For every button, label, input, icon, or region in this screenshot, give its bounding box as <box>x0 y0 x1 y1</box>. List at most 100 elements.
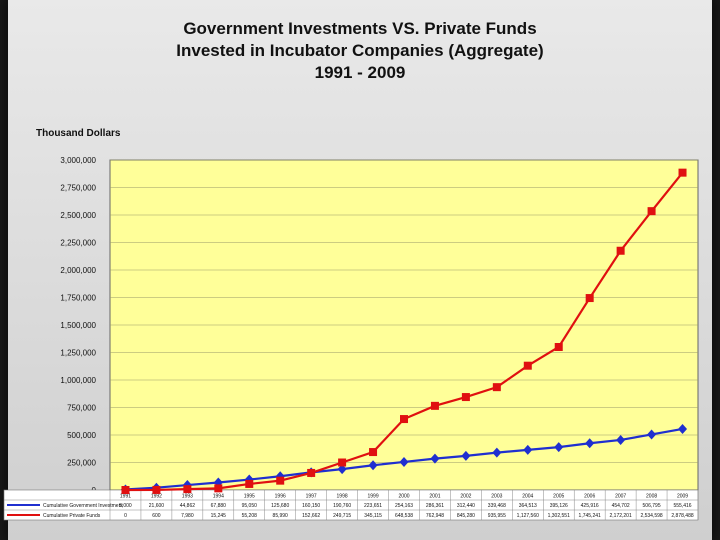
table-cell-value: 2,878,488 <box>671 513 693 519</box>
data-point-marker <box>399 456 409 467</box>
title-line-2: Invested in Incubator Companies (Aggrega… <box>176 41 544 60</box>
data-point-marker <box>585 294 594 303</box>
table-cell-value: 5,000 <box>119 503 132 509</box>
table-cell-value: 454,702 <box>612 503 630 509</box>
table-cell-value: 395,126 <box>550 503 568 509</box>
data-point-marker <box>585 438 595 449</box>
table-cell-value: 0 <box>124 513 127 519</box>
table-cell-value: 223,651 <box>364 503 382 509</box>
x-tick-label: 2004 <box>522 494 533 500</box>
table-cell-value: 935,955 <box>488 513 506 519</box>
table-cell-value: 339,468 <box>488 503 506 509</box>
data-point-marker <box>337 464 347 475</box>
x-tick-label: 1992 <box>151 494 162 500</box>
x-tick-label: 2009 <box>677 494 688 500</box>
x-tick-label: 1998 <box>337 494 348 500</box>
data-point-marker <box>183 485 192 494</box>
data-point-marker <box>647 207 656 216</box>
table-cell-value: 648,538 <box>395 513 413 519</box>
y-tick-label: 1,250,000 <box>60 349 96 358</box>
data-point-marker <box>492 447 502 458</box>
data-point-marker <box>554 442 564 453</box>
table-cell-value: 125,680 <box>271 503 289 509</box>
data-point-marker <box>338 458 347 467</box>
data-point-marker <box>678 168 687 177</box>
y-axis-label: Thousand Dollars <box>36 128 121 139</box>
x-tick-label: 1997 <box>306 494 317 500</box>
y-tick-label: 2,500,000 <box>60 211 96 220</box>
x-tick-label: 1994 <box>213 494 224 500</box>
data-point-marker <box>152 485 161 494</box>
legend-entry: Cumulative Private Funds <box>43 513 101 519</box>
x-tick-label: 2002 <box>460 494 471 500</box>
table-cell-value: 95,050 <box>242 503 258 509</box>
data-point-marker <box>369 448 378 457</box>
x-tick-label: 1995 <box>244 494 255 500</box>
x-tick-label: 2003 <box>491 494 502 500</box>
table-cell-value: 15,245 <box>211 513 227 519</box>
table-cell-value: 1,127,560 <box>517 513 539 519</box>
x-tick-label: 2006 <box>584 494 595 500</box>
data-point-marker <box>430 401 439 410</box>
data-point-marker <box>678 423 688 434</box>
data-point-marker <box>523 444 533 455</box>
table-cell-value: 762,948 <box>426 513 444 519</box>
table-cell-value: 364,513 <box>519 503 537 509</box>
x-tick-label: 1999 <box>367 494 378 500</box>
table-cell-value: 7,980 <box>181 513 194 519</box>
data-point-marker <box>276 476 285 485</box>
y-tick-label: 2,250,000 <box>60 239 96 248</box>
data-point-marker <box>307 468 316 477</box>
x-tick-label: 2005 <box>553 494 564 500</box>
data-point-marker <box>368 460 378 471</box>
data-point-marker <box>616 246 625 255</box>
table-cell-value: 190,760 <box>333 503 351 509</box>
title-line-1: Government Investments VS. Private Funds <box>183 19 537 38</box>
table-cell-value: 2,172,201 <box>610 513 632 519</box>
table-cell-value: 425,916 <box>581 503 599 509</box>
table-cell-value: 1,302,551 <box>548 513 570 519</box>
table-cell-value: 85,990 <box>273 513 289 519</box>
table-cell-value: 67,880 <box>211 503 227 509</box>
table-cell-value: 254,163 <box>395 503 413 509</box>
data-point-marker <box>245 479 254 488</box>
table-cell-value: 152,662 <box>302 513 320 519</box>
y-tick-label: 3,000,000 <box>60 156 96 165</box>
x-tick-label: 1996 <box>275 494 286 500</box>
x-tick-label: 1991 <box>120 494 131 500</box>
y-tick-label: 2,750,000 <box>60 184 96 193</box>
table-cell-value: 312,440 <box>457 503 475 509</box>
data-point-marker <box>214 484 223 493</box>
y-tick-label: 250,000 <box>67 459 96 468</box>
data-point-marker <box>523 361 532 370</box>
data-point-marker <box>430 453 440 464</box>
y-tick-label: 500,000 <box>67 431 96 440</box>
legend-entry: Cumulative Government Investment <box>43 503 123 509</box>
data-point-marker <box>400 415 408 424</box>
y-tick-label: 750,000 <box>67 404 96 413</box>
data-point-marker <box>461 450 471 461</box>
table-cell-value: 160,150 <box>302 503 320 509</box>
y-tick-label: 1,500,000 <box>60 321 96 330</box>
data-point-marker <box>616 434 626 445</box>
x-tick-label: 1993 <box>182 494 193 500</box>
table-cell-value: 1,745,241 <box>579 513 601 519</box>
table-cell-value: 44,862 <box>180 503 196 509</box>
y-tick-label: 1,000,000 <box>60 376 96 385</box>
chart-title: Government Investments VS. Private Funds… <box>0 18 720 84</box>
title-line-3: 1991 - 2009 <box>314 63 406 82</box>
table-cell-value: 2,534,598 <box>640 513 662 519</box>
y-tick-label: 2,000,000 <box>60 266 96 275</box>
table-cell-value: 600 <box>152 513 161 519</box>
x-tick-label: 2001 <box>429 494 440 500</box>
x-tick-label: 2000 <box>398 494 409 500</box>
table-cell-value: 21,600 <box>149 503 165 509</box>
table-cell-value: 345,115 <box>364 513 382 519</box>
data-point-marker <box>554 343 563 351</box>
x-tick-label: 2008 <box>646 494 657 500</box>
table-cell-value: 55,208 <box>242 513 258 519</box>
table-cell-value: 286,361 <box>426 503 444 509</box>
table-cell-value: 555,416 <box>673 503 691 509</box>
x-tick-label: 2007 <box>615 494 626 500</box>
